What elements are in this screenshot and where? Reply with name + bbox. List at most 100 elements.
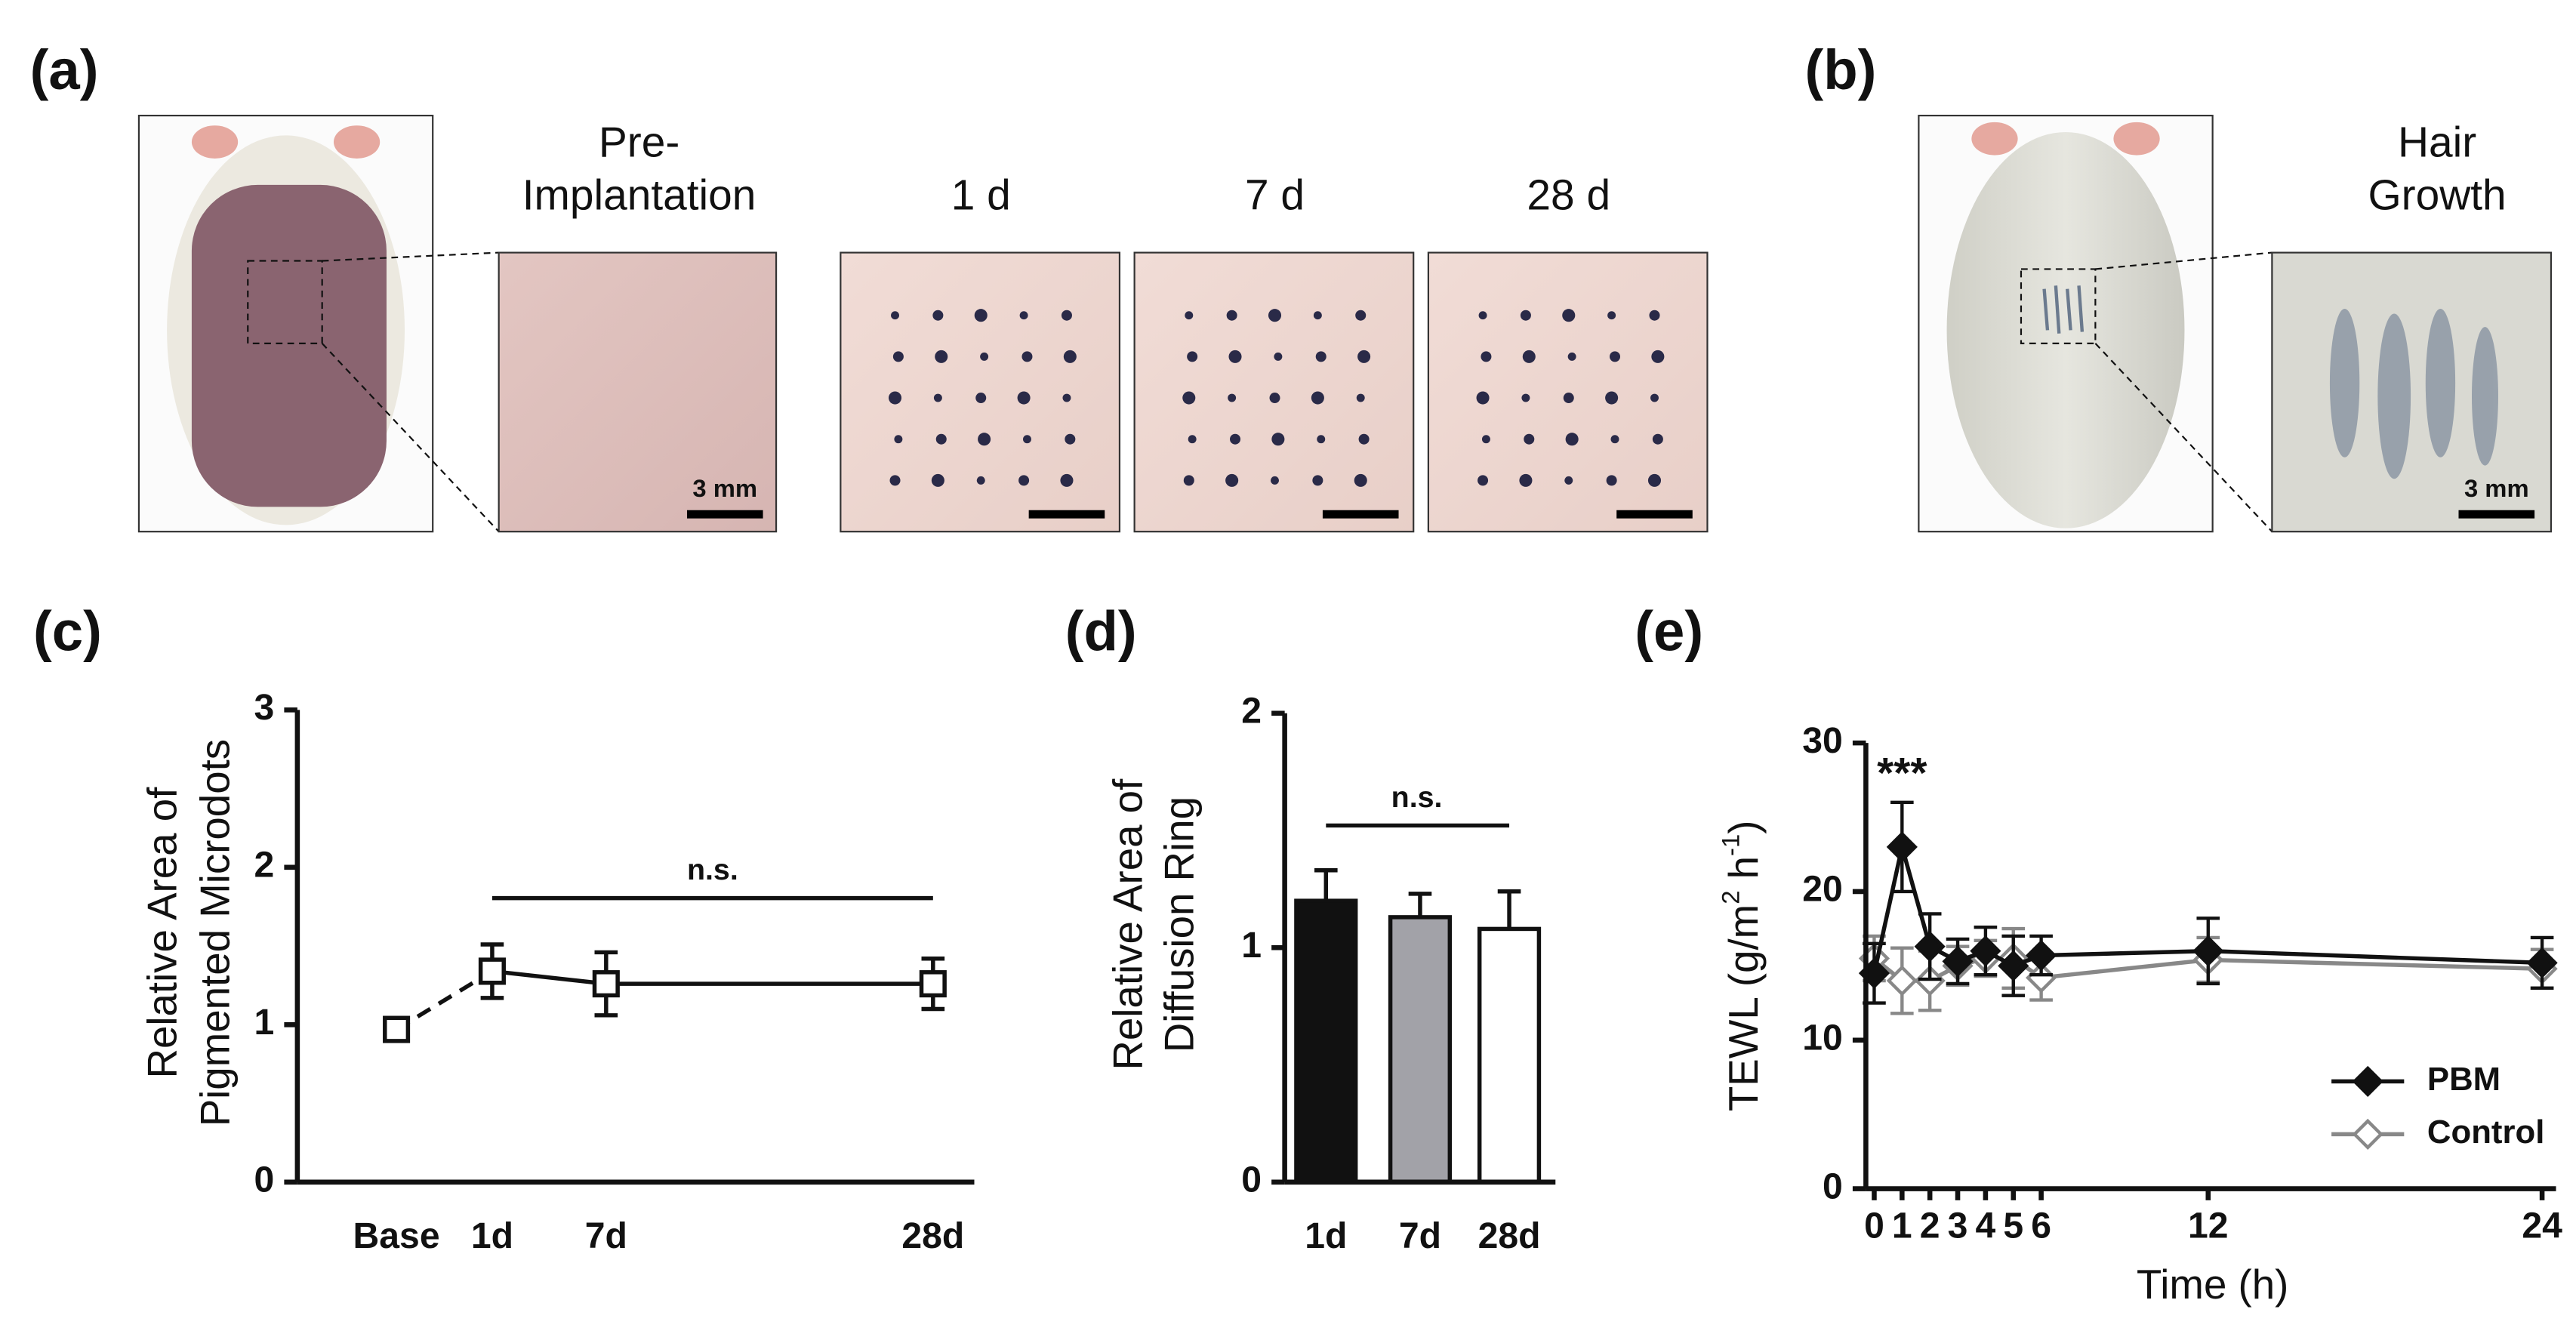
y-tick-label: 0 bbox=[254, 1160, 274, 1200]
panel-label: (e) bbox=[1635, 600, 1703, 663]
x-tick-label: 6 bbox=[2031, 1206, 2051, 1246]
caption: Pre- bbox=[599, 119, 679, 166]
marker bbox=[2192, 935, 2224, 967]
y-axis-label: TEWL (g/m2 h-1) bbox=[1716, 821, 1767, 1112]
microdot bbox=[935, 433, 947, 445]
marker bbox=[1998, 950, 2029, 981]
microdot bbox=[1271, 476, 1279, 485]
microdot bbox=[1271, 433, 1285, 446]
microdot bbox=[894, 435, 903, 444]
scale-label: 3 mm bbox=[692, 474, 757, 502]
y-tick-label: 3 bbox=[254, 687, 274, 728]
marker bbox=[1886, 831, 1918, 863]
microdot bbox=[1605, 391, 1619, 405]
marker bbox=[383, 1015, 411, 1043]
y-axis-label-part: -1 bbox=[1716, 834, 1744, 856]
microdot bbox=[1228, 393, 1237, 402]
y-axis-label: Relative Area of bbox=[1105, 778, 1151, 1071]
microdot bbox=[888, 391, 902, 405]
y-axis-label: Relative Area of bbox=[139, 787, 185, 1079]
x-tick-label: Base bbox=[353, 1215, 440, 1256]
y-axis-label: Pigmented Microdots bbox=[192, 739, 238, 1126]
microdot bbox=[935, 350, 948, 363]
caption: Implantation bbox=[522, 171, 756, 219]
microdot bbox=[1023, 435, 1031, 444]
microdot bbox=[974, 309, 988, 322]
caption: 7 d bbox=[1245, 171, 1305, 219]
microdot bbox=[1647, 473, 1662, 487]
microdot bbox=[1225, 473, 1239, 487]
legend-marker bbox=[2352, 1065, 2383, 1097]
microdot bbox=[1358, 433, 1370, 445]
microdot bbox=[1063, 350, 1077, 363]
microdot bbox=[1065, 433, 1076, 445]
photo-mouse-a bbox=[137, 114, 500, 533]
annotation: *** bbox=[1877, 750, 1927, 797]
microdot bbox=[1481, 435, 1490, 444]
microdot bbox=[1018, 475, 1030, 486]
caption: Hair bbox=[2398, 119, 2476, 166]
x-tick-label: 3 bbox=[1948, 1206, 1968, 1246]
microdot bbox=[1017, 391, 1031, 405]
microdot bbox=[1519, 473, 1533, 487]
microdot bbox=[1230, 433, 1241, 445]
microdot bbox=[1019, 311, 1028, 320]
bar bbox=[1477, 926, 1542, 1185]
y-tick-label: 0 bbox=[1823, 1166, 1843, 1206]
x-tick-label: 1 bbox=[1892, 1206, 1912, 1246]
y-axis-label-part: ) bbox=[1721, 821, 1767, 834]
x-axis-label: Time (h) bbox=[2137, 1262, 2288, 1308]
marker bbox=[919, 970, 947, 998]
marker bbox=[1914, 931, 1946, 963]
microdot bbox=[1185, 311, 1194, 320]
panel-label: (b) bbox=[1804, 39, 1876, 101]
photo-microdots bbox=[840, 251, 1709, 533]
photo-mouse-b bbox=[1918, 114, 2273, 533]
y-tick-label: 2 bbox=[254, 845, 274, 886]
y-axis-label-part: 2 bbox=[1716, 891, 1744, 904]
marker bbox=[2526, 947, 2558, 978]
microdot bbox=[978, 433, 991, 446]
annotation: n.s. bbox=[1391, 781, 1443, 814]
microdot bbox=[1521, 393, 1530, 402]
microdot bbox=[891, 311, 899, 320]
x-tick-label: 7d bbox=[1399, 1215, 1441, 1256]
microdot bbox=[1562, 309, 1576, 322]
legend-label: PBM bbox=[2427, 1061, 2501, 1098]
microdot bbox=[1524, 433, 1535, 445]
microdot bbox=[976, 476, 985, 485]
microdot bbox=[931, 473, 944, 487]
marker bbox=[1886, 965, 1918, 997]
x-tick-label: 7d bbox=[585, 1215, 627, 1256]
microdot bbox=[1567, 352, 1576, 361]
panel-label: (d) bbox=[1065, 600, 1137, 663]
x-tick-label: 28d bbox=[901, 1215, 964, 1256]
y-tick-label: 1 bbox=[1241, 925, 1262, 966]
microdot bbox=[1268, 309, 1282, 322]
x-tick-label: 2 bbox=[1920, 1206, 1940, 1246]
microdot bbox=[975, 393, 987, 404]
microdot bbox=[1610, 435, 1619, 444]
microdot bbox=[1182, 391, 1196, 405]
x-tick-label: 4 bbox=[1976, 1206, 1996, 1246]
microdot bbox=[1313, 311, 1322, 320]
scale-label: 3 mm bbox=[2464, 474, 2529, 502]
photo-pre bbox=[498, 251, 778, 533]
microdot bbox=[1183, 475, 1194, 486]
microdot bbox=[980, 352, 989, 361]
y-tick-label: 20 bbox=[1802, 869, 1843, 910]
microdot bbox=[1478, 311, 1487, 320]
microdot bbox=[1355, 310, 1367, 321]
caption: 28 d bbox=[1527, 171, 1610, 219]
microdot bbox=[1060, 473, 1074, 487]
legend-marker bbox=[2352, 1118, 2383, 1150]
y-tick-label: 30 bbox=[1802, 720, 1843, 761]
annotation: n.s. bbox=[687, 853, 738, 886]
bar bbox=[1294, 898, 1358, 1185]
panel-label: (a) bbox=[30, 39, 99, 101]
microdot bbox=[933, 393, 942, 402]
microdot bbox=[1649, 310, 1660, 321]
y-axis-label-part: TEWL (g/m bbox=[1721, 904, 1767, 1111]
microdot bbox=[1228, 350, 1242, 363]
